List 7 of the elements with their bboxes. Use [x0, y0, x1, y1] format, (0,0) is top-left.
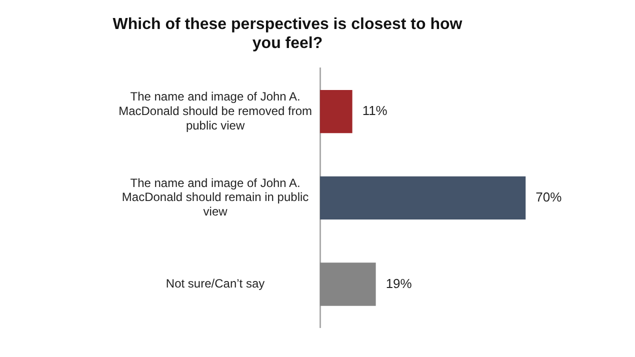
y-tick-label: Not sure/Can’t say	[166, 276, 265, 291]
data-label: 19%	[386, 276, 412, 291]
chart-title: Which of these perspectives is closest to how you feel?	[112, 16, 463, 52]
y-tick-label: The name and image of John A. MacDonald should be removed from public view	[118, 89, 312, 132]
y-tick-label: The name and image of John A. MacDonald should remain in public view	[122, 176, 309, 219]
data-label: 11%	[362, 103, 388, 118]
data-label: 70%	[536, 189, 562, 204]
